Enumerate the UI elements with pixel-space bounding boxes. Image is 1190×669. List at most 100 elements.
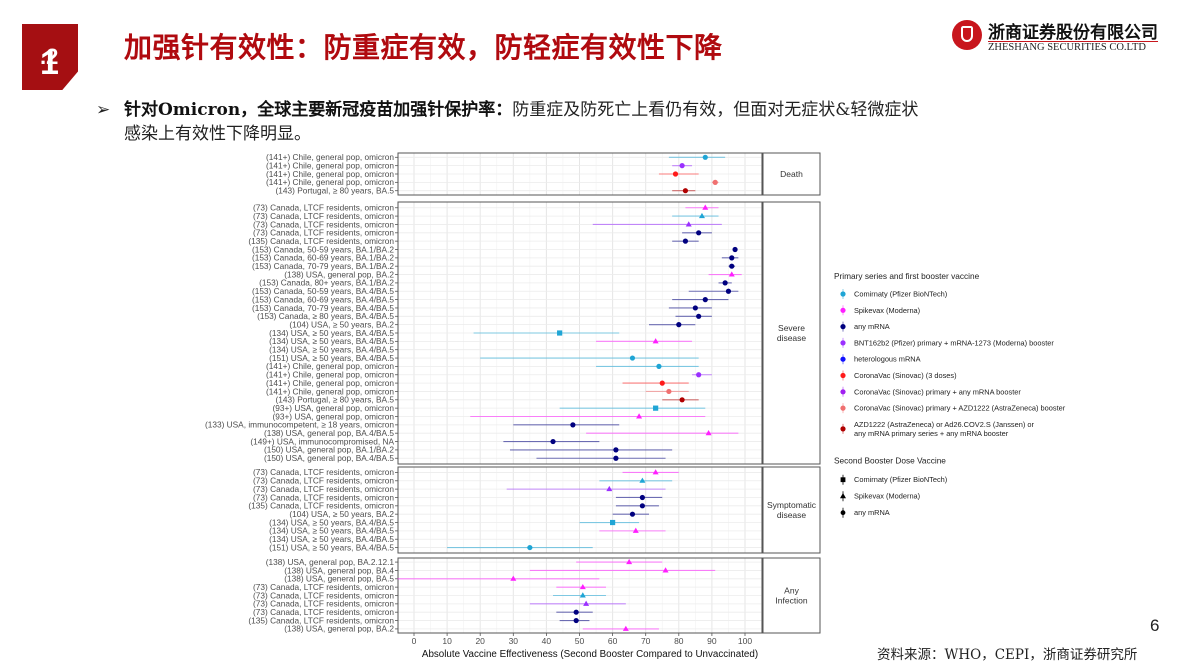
legend-item-label: any mRNA primary series + any mRNA boost… bbox=[854, 429, 1009, 438]
row-label: (153) Canada, ≥ 80 years, BA.4/BA.5 bbox=[257, 311, 394, 321]
bullet-point: ➢ 针对Omicron，全球主要新冠疫苗加强针保护率：防重症及防死亡上看仍有效，但… bbox=[96, 98, 1056, 146]
estimate-circle-marker bbox=[682, 188, 689, 194]
estimate-circle-marker bbox=[682, 238, 689, 244]
estimate-triangle-marker bbox=[652, 469, 659, 475]
estimate-triangle-marker bbox=[662, 567, 669, 573]
row-label: (73) Canada, LTCF residents, omicron bbox=[253, 599, 394, 609]
row-label: (134) USA, ≥ 50 years, BA.4/BA.5 bbox=[269, 328, 394, 338]
row-label: (141+) Chile, general pop, omicron bbox=[266, 152, 394, 162]
legend-square-marker bbox=[840, 477, 846, 483]
estimate-circle-marker bbox=[527, 544, 533, 551]
x-tick-label: 40 bbox=[542, 636, 552, 646]
estimate-triangle-marker bbox=[626, 558, 633, 565]
estimate-circle-marker bbox=[672, 171, 679, 177]
row-label: (73) Canada, LTCF residents, omicron bbox=[253, 211, 394, 221]
row-label: (73) Canada, LTCF residents, omicron bbox=[253, 492, 394, 502]
legend-item-label: CoronaVac (Sinovac) (3 doses) bbox=[854, 371, 957, 380]
logo-emblem-icon bbox=[952, 20, 982, 50]
legend-item-label: CoronaVac (Sinovac) primary + AZD1222 (A… bbox=[854, 404, 1066, 413]
estimate-triangle-marker bbox=[579, 583, 586, 590]
section-number-sub: .2 bbox=[40, 44, 59, 69]
row-label: (134) USA, ≥ 50 years, BA.4/BA.5 bbox=[269, 517, 394, 527]
page-number: 6 bbox=[1150, 616, 1160, 635]
row-label: (141+) Chile, general pop, omicron bbox=[266, 378, 394, 388]
x-tick-label: 30 bbox=[509, 636, 519, 646]
row-label: (93+) USA, general pop, omicron bbox=[272, 411, 394, 421]
row-label: (138) USA, general pop, BA.2.12.1 bbox=[266, 557, 395, 567]
row-label: (138) USA, general pop, BA.2 bbox=[284, 624, 394, 634]
facet-strip-label: Severe bbox=[778, 323, 805, 333]
row-label: (104) USA, ≥ 50 years, BA.2 bbox=[289, 509, 394, 519]
slide-title: 加强针有效性：防重症有效，防轻症有效性下降 bbox=[124, 31, 723, 64]
estimate-triangle-marker bbox=[652, 338, 659, 344]
estimate-triangle-marker bbox=[606, 485, 613, 492]
estimate-circle-marker bbox=[629, 355, 636, 361]
legend-color-swatch bbox=[840, 356, 846, 362]
legend-item-label: AZD1222 (AstraZeneca) or Ad26.COV2.S (Ja… bbox=[854, 420, 1034, 429]
legend-item-label: any mRNA bbox=[854, 322, 890, 331]
estimate-triangle-marker bbox=[685, 221, 692, 227]
x-tick-label: 90 bbox=[707, 636, 717, 646]
row-label: (141+) Chile, general pop, omicron bbox=[266, 169, 394, 179]
legend-color-swatch bbox=[840, 405, 846, 411]
estimate-triangle-marker bbox=[639, 477, 646, 483]
company-logo: 浙商证券股份有限公司 ZHESHANG SECURITIES CO.LTD bbox=[952, 18, 1162, 58]
row-label: (141+) Chile, general pop, omicron bbox=[266, 370, 394, 380]
row-label: (138) USA, general pop, BA.2 bbox=[284, 269, 394, 279]
legend-item-label: Comirnaty (Pfizer BioNTech) bbox=[854, 475, 947, 484]
legend-item-label: BNT162b2 (Pfizer) primary + mRNA-1273 (M… bbox=[854, 338, 1054, 347]
legend-item-label: Spikevax (Moderna) bbox=[854, 306, 920, 315]
bullet-text-line1: 防重症及防死亡上看仍有效，但面对无症状&轻微症状 bbox=[512, 100, 919, 120]
x-axis-title: Absolute Vaccine Effectiveness (Second B… bbox=[422, 649, 758, 660]
estimate-circle-marker bbox=[679, 163, 685, 169]
section-number-main: 1 bbox=[40, 44, 59, 82]
legend-item-label: heterologous mRNA bbox=[854, 355, 921, 364]
row-label: (73) Canada, LTCF residents, omicron bbox=[253, 228, 394, 238]
row-label: (138) USA, general pop, BA.5 bbox=[284, 574, 394, 584]
estimate-circle-marker bbox=[639, 494, 645, 501]
estimate-circle-marker bbox=[550, 438, 556, 445]
estimate-triangle-marker bbox=[579, 592, 586, 598]
bullet-text-line2: 感染上有效性下降明显。 bbox=[124, 124, 311, 144]
logo-chinese-name: 浙商证券股份有限公司 bbox=[988, 23, 1158, 43]
x-tick-label: 80 bbox=[674, 636, 684, 646]
row-label: (153) Canada, 70-79 years, BA.4/BA.5 bbox=[252, 303, 394, 313]
x-tick-label: 60 bbox=[608, 636, 618, 646]
legend-color-swatch bbox=[840, 372, 846, 379]
estimate-circle-marker bbox=[692, 305, 698, 311]
legend-item-label: Comirnaty (Pfizer BioNTech) bbox=[854, 290, 947, 299]
estimate-triangle-marker bbox=[728, 271, 735, 277]
row-label: (143) Portugal, ≥ 80 years, BA.5 bbox=[276, 395, 395, 405]
estimate-circle-marker bbox=[613, 455, 619, 461]
section-number-badge: 1.2 bbox=[22, 24, 78, 90]
legend-triangle-marker bbox=[840, 493, 846, 499]
estimate-square-marker bbox=[610, 519, 616, 526]
estimate-triangle-marker bbox=[510, 575, 517, 581]
estimate-circle-marker bbox=[629, 511, 636, 517]
row-label: (135) Canada, LTCF residents, omicron bbox=[248, 236, 394, 246]
legend-color-swatch bbox=[840, 291, 846, 297]
x-tick-label: 50 bbox=[575, 636, 585, 646]
estimate-square-marker bbox=[557, 330, 563, 336]
row-label: (73) Canada, LTCF residents, omicron bbox=[253, 219, 394, 229]
row-label: (153) Canada, 50-59 years, BA.4/BA.5 bbox=[252, 286, 394, 296]
row-label: (153) Canada, 60-69 years, BA.1/BA.2 bbox=[252, 253, 394, 263]
estimate-triangle-marker bbox=[705, 430, 712, 436]
row-label: (151) USA, ≥ 50 years, BA.4/BA.5 bbox=[269, 542, 394, 552]
row-label: (141+) Chile, general pop, omicron bbox=[266, 177, 394, 187]
estimate-triangle-marker bbox=[622, 625, 629, 631]
x-tick-label: 10 bbox=[442, 636, 452, 646]
estimate-circle-marker bbox=[725, 288, 732, 294]
row-label: (134) USA, ≥ 50 years, BA.4/BA.5 bbox=[269, 526, 394, 536]
row-label: (153) Canada, 80+ years, BA.1/BA.2 bbox=[259, 278, 394, 288]
row-label: (134) USA, ≥ 50 years, BA.4/BA.5 bbox=[269, 345, 394, 355]
estimate-circle-marker bbox=[696, 372, 702, 378]
estimate-circle-marker bbox=[676, 322, 682, 328]
row-label: (153) Canada, 50-59 years, BA.1/BA.2 bbox=[252, 244, 394, 254]
estimate-circle-marker bbox=[679, 397, 685, 403]
row-label: (138) USA, general pop, BA.4/BA.5 bbox=[264, 428, 394, 438]
x-tick-label: 20 bbox=[475, 636, 485, 646]
estimate-circle-marker bbox=[613, 447, 619, 453]
legend-title-primary: Primary series and first booster vaccine bbox=[834, 271, 980, 281]
row-label: (150) USA, general pop, BA.4/BA.5 bbox=[264, 453, 394, 463]
